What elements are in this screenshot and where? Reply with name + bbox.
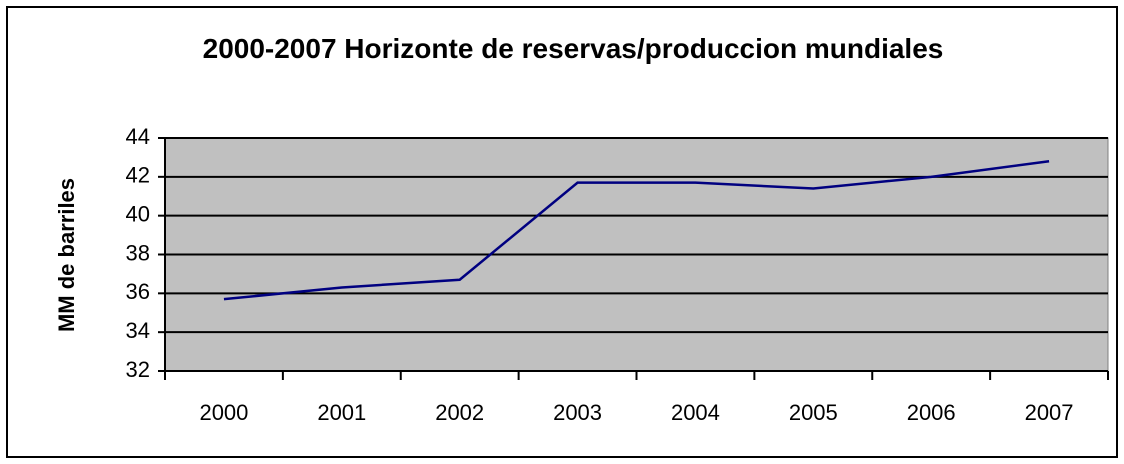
y-axis-label: MM de barriles: [54, 178, 79, 332]
x-tick-label: 2000: [199, 400, 248, 425]
y-tick-label: 42: [126, 163, 150, 188]
y-tick-label: 40: [126, 201, 150, 226]
x-tick-label: 2005: [789, 400, 838, 425]
y-tick-label: 38: [126, 240, 150, 265]
x-tick-label: 2006: [907, 400, 956, 425]
chart-title: 2000-2007 Horizonte de reservas/producci…: [202, 33, 944, 64]
x-tick-label: 2003: [553, 400, 602, 425]
x-tick-label: 2002: [435, 400, 484, 425]
x-tick-label: 2004: [671, 400, 720, 425]
x-tick-label: 2001: [317, 400, 366, 425]
y-tick-label: 44: [126, 124, 150, 149]
y-tick-label: 32: [126, 357, 150, 382]
x-tick-label: 2007: [1025, 400, 1074, 425]
data-line: [223, 160, 1050, 301]
y-tick-label: 36: [126, 279, 150, 304]
y-tick-label: 34: [126, 318, 150, 343]
